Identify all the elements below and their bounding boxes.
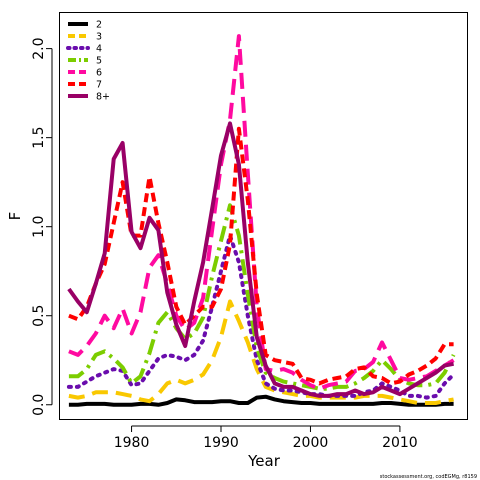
series-line-8plus xyxy=(67,121,454,398)
series-line-2 xyxy=(68,394,454,407)
legend-label-2: 2 xyxy=(96,20,102,31)
legend-label-7: 7 xyxy=(96,80,102,91)
x-tick-label-2010: 2010 xyxy=(382,435,418,451)
legend-label-6: 6 xyxy=(96,68,102,79)
y-tick-label-0-5: 0.5 xyxy=(31,305,47,327)
series-line-5 xyxy=(68,203,456,391)
legend-label-5: 5 xyxy=(96,56,102,67)
y-tick-label-0: 0.0 xyxy=(31,394,47,416)
legend-label-4: 4 xyxy=(96,44,102,55)
legend-label-8plus: 8+ xyxy=(96,92,110,103)
y-axis-label: F xyxy=(6,212,24,221)
y-tick-label-1: 1.0 xyxy=(31,216,47,238)
credit-text: stockassessment.org, codEGMg, r8159 xyxy=(380,474,477,480)
x-tick-label-2000: 2000 xyxy=(293,435,329,451)
x-axis-label: Year xyxy=(247,452,281,470)
y-tick-label-1-5: 1.5 xyxy=(31,126,47,148)
series-line-4 xyxy=(66,233,456,400)
plot-frame xyxy=(59,12,468,420)
x-tick-label-1980: 1980 xyxy=(114,435,150,451)
series-line-3 xyxy=(68,299,454,405)
x-tick-label-1990: 1990 xyxy=(203,435,239,451)
y-tick-label-2: 2.0 xyxy=(31,37,47,59)
series-layer xyxy=(66,34,456,407)
axes-layer: 1980 1990 2000 2010 0.0 0.5 1.0 1.5 2.0 xyxy=(31,37,418,451)
legend-label-3: 3 xyxy=(96,32,102,43)
